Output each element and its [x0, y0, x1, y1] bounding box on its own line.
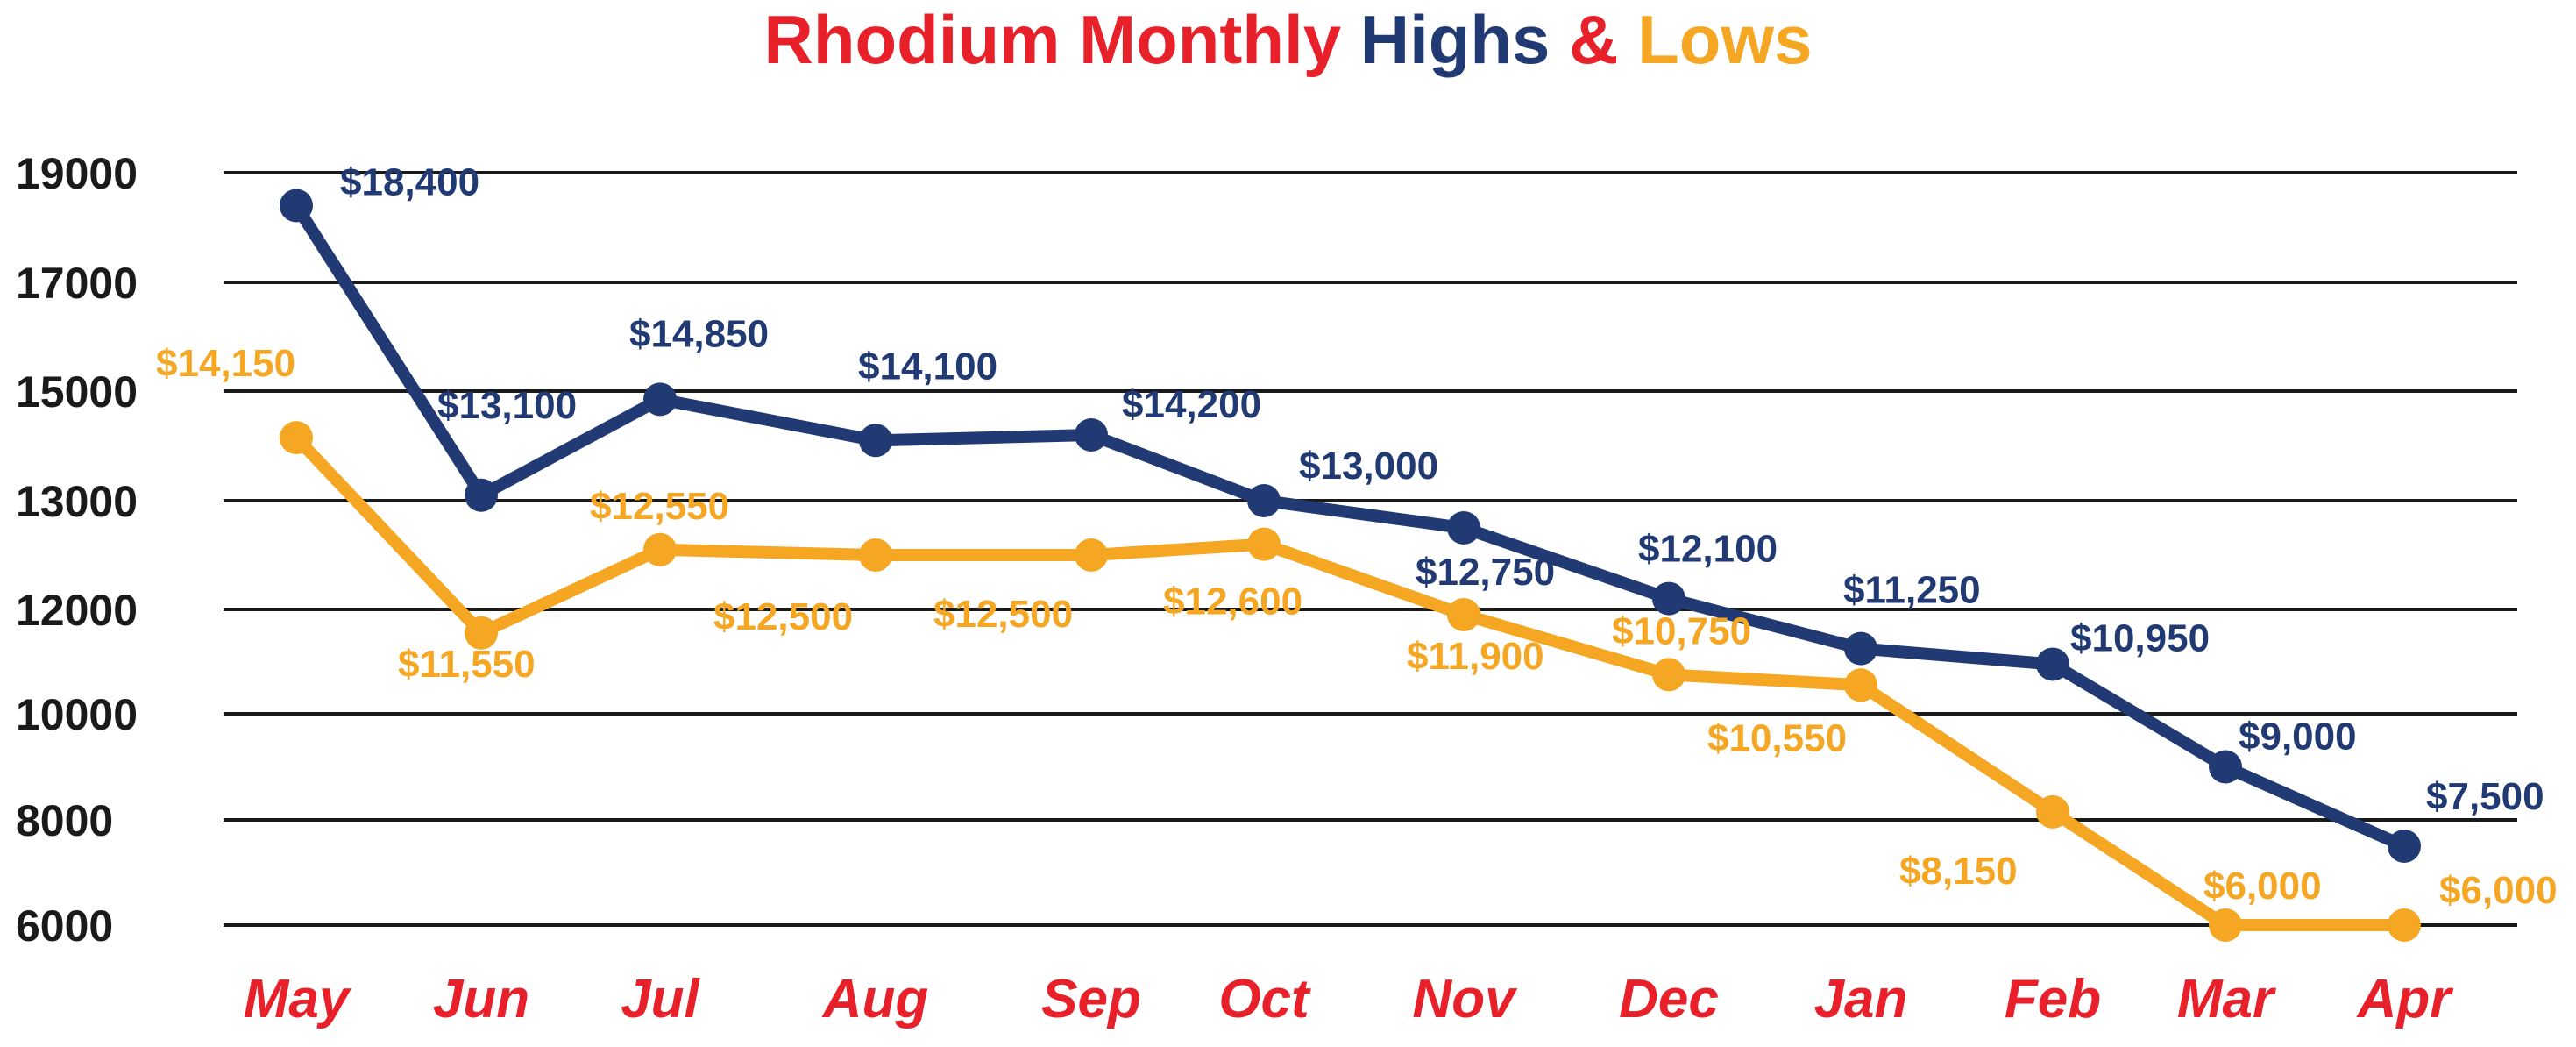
data-point-highs — [2388, 830, 2421, 863]
y-tick-label: 15000 — [16, 367, 138, 417]
data-point-lows — [859, 538, 892, 572]
data-label-lows: $11,550 — [398, 643, 536, 686]
data-label-lows: $12,500 — [933, 593, 1073, 636]
data-point-lows — [2388, 908, 2421, 942]
data-point-highs — [2209, 750, 2242, 784]
data-point-highs — [859, 424, 892, 458]
data-label-highs: $13,000 — [1299, 445, 1438, 488]
data-label-lows: $10,550 — [1707, 716, 1847, 759]
data-point-lows — [280, 421, 313, 455]
chart-title-part2: Highs — [1359, 1, 1551, 78]
data-point-lows — [1247, 527, 1281, 561]
x-tick-label: May — [244, 969, 352, 1029]
x-tick-label: Sep — [1041, 969, 1141, 1029]
data-label-lows: $12,600 — [1163, 580, 1302, 623]
series-line-lows — [290, 431, 2410, 931]
data-label-lows: $14,150 — [156, 342, 295, 385]
y-tick-label: 19000 — [16, 149, 138, 198]
data-point-highs — [1844, 631, 1877, 666]
x-tick-label: Aug — [821, 969, 929, 1029]
y-tick-label: 13000 — [16, 477, 138, 526]
x-tick-label: Apr — [2356, 969, 2454, 1029]
data-label-highs: $13,100 — [437, 384, 577, 427]
data-point-lows — [2036, 794, 2069, 829]
x-tick-label: Mar — [2177, 969, 2276, 1029]
chart-title-part3: & — [1569, 1, 1619, 78]
data-point-highs — [2036, 647, 2069, 681]
data-label-highs: $9,000 — [2239, 716, 2357, 759]
x-tick-label: Jul — [621, 969, 700, 1029]
x-tick-label: Nov — [1412, 969, 1518, 1029]
data-label-lows: $8,150 — [1899, 850, 2018, 893]
data-point-lows — [465, 616, 498, 650]
data-label-highs: $18,400 — [340, 161, 479, 204]
data-label-highs: $10,950 — [2070, 616, 2210, 659]
data-point-lows — [1652, 658, 1685, 692]
data-label-highs: $12,750 — [1416, 551, 1555, 594]
data-point-highs — [643, 382, 677, 417]
data-point-highs — [280, 189, 313, 223]
y-tick-label: 8000 — [16, 796, 113, 845]
data-label-highs: $14,850 — [629, 312, 769, 355]
data-point-lows — [2209, 908, 2242, 942]
data-point-lows — [1075, 538, 1108, 572]
chart-title-part1: Rhodium Monthly — [763, 1, 1342, 78]
data-label-lows: $6,000 — [2439, 869, 2558, 912]
data-point-lows — [1447, 597, 1480, 631]
data-point-highs — [1075, 418, 1108, 452]
data-label-highs: $12,100 — [1638, 528, 1778, 571]
series-line-highs — [290, 199, 2410, 852]
data-label-highs: $11,250 — [1843, 569, 1981, 612]
data-label-lows: $12,500 — [713, 595, 853, 638]
data-label-highs: $14,100 — [858, 345, 997, 388]
data-point-highs — [465, 478, 498, 512]
x-tick-label: Oct — [1218, 969, 1311, 1029]
x-tick-label: Jun — [433, 969, 529, 1029]
data-point-highs — [1247, 484, 1281, 517]
data-label-highs: $7,500 — [2426, 775, 2544, 818]
data-label-lows: $12,550 — [590, 485, 729, 528]
x-tick-label: Dec — [1619, 969, 1719, 1029]
data-point-highs — [1652, 581, 1685, 616]
data-point-lows — [1844, 668, 1877, 702]
y-tick-label: 12000 — [16, 586, 138, 635]
chart-title: Rhodium Monthly Highs & Lows — [0, 0, 2576, 88]
data-label-lows: $10,750 — [1612, 609, 1751, 652]
data-point-highs — [1447, 511, 1480, 545]
y-tick-label: 6000 — [16, 901, 113, 951]
data-label-lows: $6,000 — [2203, 865, 2322, 908]
y-tick-label: 10000 — [16, 690, 138, 739]
x-tick-label: Jan — [1814, 969, 1908, 1029]
data-point-lows — [643, 532, 677, 566]
data-label-lows: $11,900 — [1407, 635, 1544, 678]
x-tick-label: Feb — [2005, 969, 2101, 1029]
data-label-highs: $14,200 — [1122, 383, 1261, 426]
y-tick-label: 17000 — [16, 259, 138, 308]
chart-title-part4: Lows — [1637, 1, 1813, 78]
